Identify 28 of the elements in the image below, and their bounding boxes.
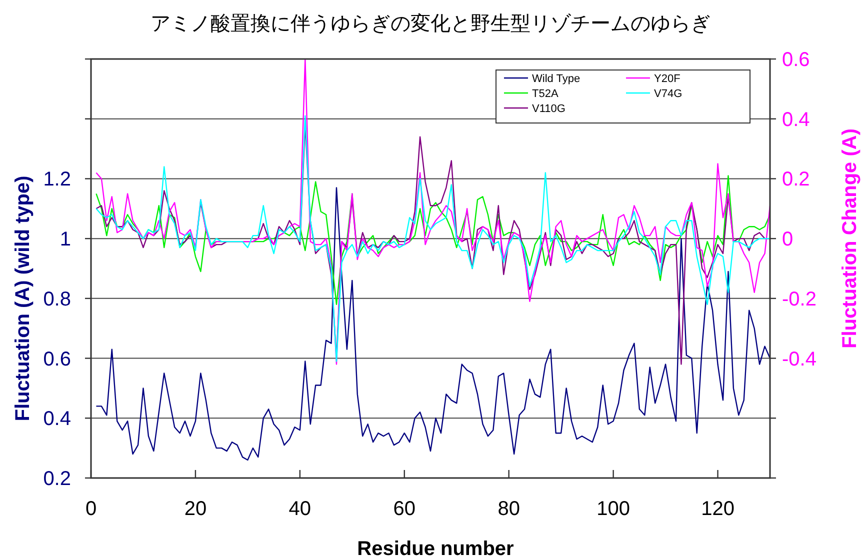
x-tick-label: 100 (596, 498, 630, 520)
y-tick-label: 0.4 (43, 408, 71, 430)
legend-label: Wild Type (532, 73, 580, 85)
y2-tick-label: 0.6 (782, 49, 810, 71)
y2-tick-label: -0.4 (782, 348, 816, 370)
legend-label: V74G (654, 88, 682, 100)
y2-tick-label: 0.2 (782, 168, 810, 191)
y2-tick-label: -0.2 (782, 288, 816, 310)
y-tick-label: 0.6 (43, 348, 71, 370)
legend-label: T52A (532, 88, 559, 100)
y2-tick-label: 0 (782, 228, 794, 251)
legend-label: V110G (532, 103, 566, 115)
legend-label: Y20F (654, 73, 681, 85)
y-tick-label: 1 (60, 228, 71, 251)
x-axis-title: Residue number (357, 538, 514, 558)
y-tick-label: 0.2 (43, 468, 71, 490)
x-tick-label: 80 (498, 498, 520, 520)
y2-tick-label: 0.4 (782, 108, 810, 131)
x-tick-label: 20 (184, 498, 207, 520)
chart-title: アミノ酸置換に伴うゆらぎの変化と野生型リゾチームのゆらぎ (150, 12, 710, 35)
x-tick-label: 40 (288, 498, 312, 520)
y-axis-title: Fluctuation (A) (wild type) (12, 176, 34, 422)
x-tick-label: 0 (85, 498, 97, 520)
y-tick-label: 0.8 (43, 288, 71, 310)
x-tick-label: 120 (701, 498, 734, 520)
x-tick-label: 60 (393, 498, 416, 520)
y-tick-label: 1.2 (43, 168, 71, 191)
y2-axis-title: Fluctuation Change (A) (839, 128, 861, 348)
